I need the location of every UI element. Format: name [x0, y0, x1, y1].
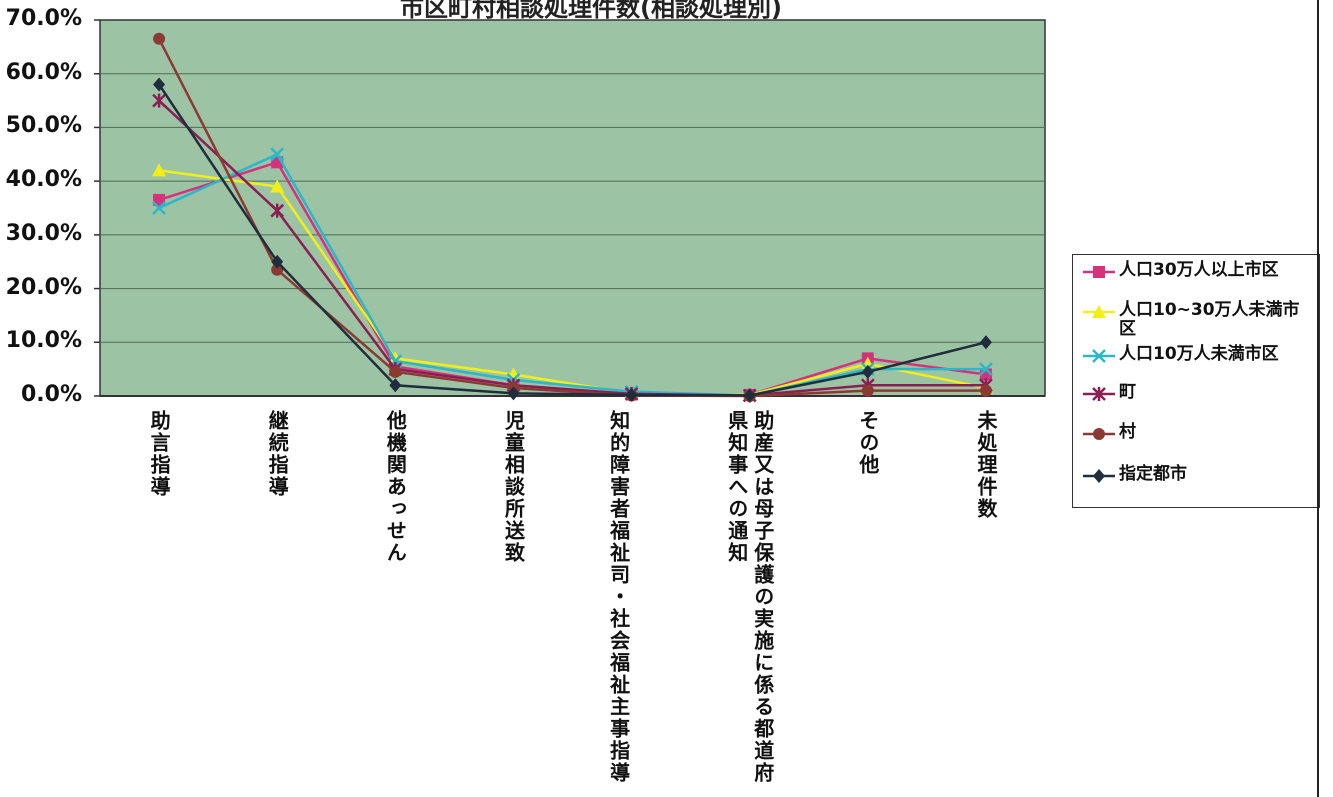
legend-swatch: [1083, 469, 1115, 483]
data-point: [270, 147, 285, 162]
legend-label: 町: [1119, 382, 1136, 402]
data-point: [270, 179, 285, 193]
x-category-label: 児童相談所送致: [501, 410, 526, 564]
series-line: [158, 169, 987, 397]
data-point: [270, 203, 285, 218]
legend: 人口30万人以上市区人口10~30万人未満市区人口10万人未満市区町村指定都市: [1072, 254, 1320, 508]
series-line: [157, 38, 986, 398]
y-tick-label: 40.0%: [5, 167, 82, 193]
legend-item: 村: [1081, 423, 1309, 444]
data-point: [979, 362, 993, 377]
legend-swatch: [1083, 266, 1115, 278]
plot-area: [99, 19, 1046, 397]
data-point: [979, 335, 992, 350]
x-category-label: 助産又は母子保護の実施に係る都道府県知事への通知: [724, 410, 775, 784]
data-point: [153, 32, 166, 45]
legend-swatch: [1083, 349, 1115, 363]
chart-title: 市区町村相談処理件数(相談処理別): [400, 0, 782, 22]
data-point: [861, 364, 874, 379]
frame-border: [1317, 0, 1319, 797]
legend-item: 指定都市: [1081, 465, 1309, 486]
legend-label: 村: [1119, 422, 1136, 442]
y-tick-label: 30.0%: [5, 220, 82, 246]
x-category-label: 継続指導: [265, 410, 290, 498]
data-point: [389, 378, 402, 393]
legend-swatch: [1083, 305, 1115, 318]
data-point: [152, 93, 166, 108]
legend-marker: [1092, 305, 1106, 318]
y-tick-label: 0.0%: [20, 382, 82, 407]
legend-label: 人口30万人以上市区: [1119, 260, 1279, 280]
legend-marker: [1092, 387, 1106, 401]
y-tick-label: 60.0%: [5, 59, 82, 85]
y-tick-label: 70.0%: [5, 6, 82, 31]
series-line: [158, 83, 987, 397]
data-point: [271, 263, 284, 276]
data-point: [152, 201, 166, 215]
y-tick-label: 20.0%: [5, 274, 82, 300]
x-category-label: 未処理件数: [973, 410, 998, 520]
data-point: [153, 77, 166, 92]
data-point: [743, 388, 756, 403]
data-point: [861, 384, 874, 397]
x-category-label: 知的障害者福祉司・社会福祉主事指導: [606, 410, 631, 784]
y-tick-label: 50.0%: [5, 113, 82, 139]
legend-marker: [1092, 349, 1106, 363]
legend-label: 人口10万人未満市区: [1119, 344, 1279, 364]
legend-item: 人口10~30万人未満市区: [1081, 301, 1309, 339]
data-point: [152, 163, 167, 177]
legend-marker: [1093, 428, 1105, 440]
legend-marker: [1093, 266, 1105, 278]
y-tick-label: 10.0%: [5, 328, 82, 354]
x-category-label: 他機関あっせん: [383, 410, 408, 564]
data-point: [625, 387, 638, 402]
legend-item: 人口30万人以上市区: [1081, 261, 1309, 282]
data-point: [153, 193, 166, 206]
legend-label: 人口10~30万人未満市区: [1119, 300, 1300, 339]
legend-swatch: [1083, 387, 1115, 401]
legend-item: 町: [1081, 383, 1309, 404]
data-point: [979, 384, 992, 397]
data-point: [271, 254, 284, 269]
legend-item: 人口10万人未満市区: [1081, 345, 1309, 366]
data-point: [389, 365, 402, 378]
legend-label: 指定都市: [1119, 464, 1187, 484]
legend-marker: [1093, 469, 1105, 483]
x-category-label: その他: [855, 410, 880, 476]
series-line: [158, 152, 986, 397]
x-category-label: 助言指導: [147, 410, 172, 498]
data-point: [507, 386, 520, 401]
series-line: [158, 99, 986, 397]
legend-swatch: [1083, 428, 1115, 440]
